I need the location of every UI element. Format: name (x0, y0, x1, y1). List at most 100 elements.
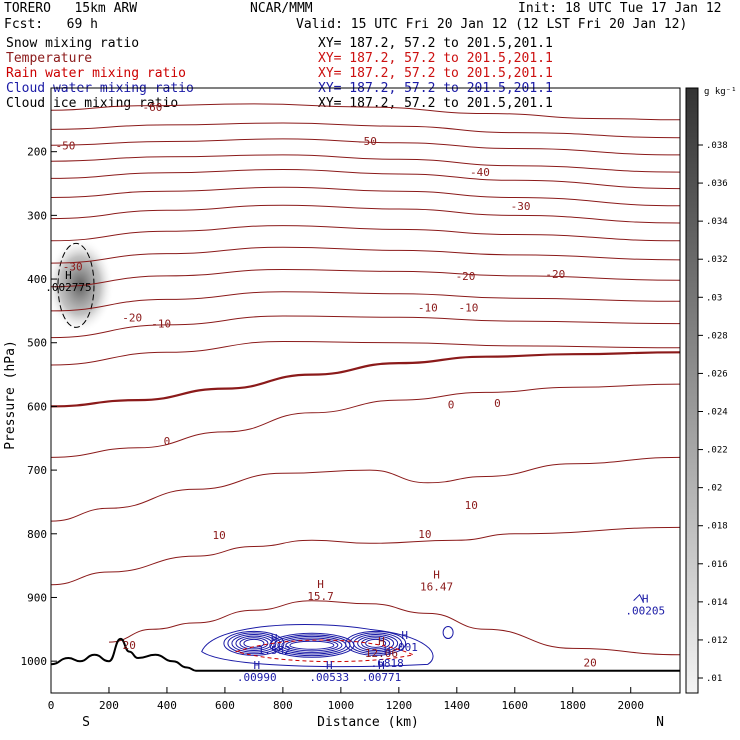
colorbar-tick-label-14: .01 (706, 674, 722, 684)
cloud-water-contour-0-4 (239, 637, 269, 650)
contour-label-19: 20 (584, 656, 597, 669)
extremum-letter-1: H (433, 568, 440, 581)
plot-frame (50, 87, 681, 694)
y-tick-label-8: 1000 (21, 655, 48, 668)
extremum-value-4: .6818 (371, 657, 404, 670)
colorbar-tick-label-0: .038 (706, 141, 728, 151)
contour-label-1: -50 (56, 139, 76, 152)
extremum-value-9: .00771 (362, 671, 402, 684)
extremum-letter-6: H (271, 632, 278, 645)
extremum-letter-7: H (253, 659, 260, 672)
colorbar-tick-label-7: .024 (706, 408, 728, 418)
field-name-temperature: Temperature (6, 51, 93, 66)
extremum-letter-5: H (401, 629, 408, 642)
contour-label-14: 0 (494, 397, 501, 410)
cloud-water-contour-0-5 (243, 638, 265, 648)
x-tick-label-6: 1200 (386, 699, 413, 712)
temperature-contour-10 (51, 291, 680, 312)
south-label: S (82, 715, 90, 730)
temperature-contour-5 (51, 186, 680, 207)
temperature-contour-7 (51, 225, 680, 242)
extremum-value-1: 16.47 (420, 580, 453, 593)
cloud-water-contour-2-5 (365, 638, 387, 648)
cloud-water-contour-0-2 (231, 634, 277, 653)
extremum-letter-0: H (317, 578, 324, 591)
extremum-letter-2: H (65, 269, 72, 282)
extremum-value-3: 12.06 (365, 647, 398, 660)
contour-label-3: -40 (470, 166, 490, 179)
contour-label-12: 0 (164, 435, 171, 448)
colorbar-tick-label-12: .014 (706, 598, 728, 608)
y-axis-label: Pressure (hPa) (3, 340, 18, 450)
temperature-contour-9 (51, 268, 680, 288)
extremum-letter-4: H (384, 645, 391, 658)
colorbar-tick-label-5: .028 (706, 331, 728, 341)
temperature-contour-2 (51, 138, 680, 156)
cloud-water-contour-1-4 (285, 639, 339, 652)
valid-time: Valid: 15 UTC Fri 20 Jan 12 (12 LST Fri … (296, 17, 688, 32)
cloud-ice-contour (57, 242, 95, 328)
contour-label-2: -50 (357, 135, 377, 148)
contour-label-9: -10 (151, 318, 171, 331)
extremum-letter-10: H (642, 593, 649, 606)
colorbar-tick-label-10: .018 (706, 522, 728, 532)
temperature-contour-3 (51, 154, 680, 173)
contour-label-8: -20 (545, 268, 565, 281)
contour-label-7: -20 (456, 270, 476, 283)
center-name: NCAR/MMM (250, 1, 313, 16)
y-tick-label-6: 800 (27, 528, 47, 541)
x-axis-label: Distance (km) (317, 715, 419, 730)
forecast-hour: Fcst: 69 h (4, 17, 98, 32)
cloud-water-contour-0-1 (227, 632, 281, 655)
field-name-snow: Snow mixing ratio (6, 36, 140, 51)
cloud-water-north-contour (633, 593, 645, 603)
model-name: TORERO 15km ARW (4, 1, 138, 16)
init-time: Init: 18 UTC Tue 17 Jan 12 (518, 1, 722, 16)
extremum-letter-8: H (326, 659, 333, 672)
colorbar-tick-label-2: .034 (706, 217, 728, 227)
temperature-contour-4 (51, 168, 680, 190)
contour-label-6: -20 (122, 311, 142, 324)
x-tick-label-0: 0 (48, 699, 55, 712)
contour-label-13: 0 (448, 399, 455, 412)
cloud-water-contour-2-4 (361, 637, 391, 650)
temperature-contour-15 (51, 456, 680, 522)
temperature-contour-1 (51, 122, 680, 139)
x-tick-label-8: 1600 (502, 699, 529, 712)
colorbar-tick-label-13: .012 (706, 636, 728, 646)
contour-label-5: -30 (63, 260, 83, 273)
colorbar-tick-label-4: .03 (706, 293, 722, 303)
extremum-value-5: .001 (391, 641, 418, 654)
cloud-water-contour-2-3 (357, 635, 395, 652)
y-tick-label-7: 900 (27, 591, 47, 604)
field-xy-snow: XY= 187.2, 57.2 to 201.5,201.1 (318, 36, 553, 51)
x-tick-label-1: 200 (99, 699, 119, 712)
extremum-value-7: .00990 (237, 671, 277, 684)
field-name-cloud-ice: Cloud ice mixing ratio (6, 96, 179, 111)
colorbar-tick-label-3: .032 (706, 255, 728, 265)
extremum-value-0: 15.7 (307, 590, 334, 603)
contour-label-15: 10 (212, 529, 225, 542)
cloud-water-contour-1-3 (281, 637, 343, 653)
terrain-line (51, 637, 680, 672)
colorbar (685, 87, 699, 694)
cloud-water-contour-2-0 (345, 630, 407, 656)
x-tick-label-9: 1800 (560, 699, 587, 712)
extremum-letter-9: H (378, 659, 385, 672)
y-tick-label-2: 400 (27, 273, 47, 286)
cloud-water-outer-contour (201, 624, 434, 668)
cloud-water-contour-1-5 (289, 640, 335, 650)
north-label: N (656, 715, 664, 730)
contour-label-16: 10 (418, 528, 431, 541)
extremum-value-8: .00533 (309, 671, 349, 684)
temperature-contour-11 (51, 315, 680, 339)
temperature-contour-17 (108, 600, 680, 656)
temperature-contour-6 (51, 204, 680, 224)
x-tick-label-2: 400 (157, 699, 177, 712)
temperature-contour-14 (51, 383, 680, 458)
y-tick-label-4: 600 (27, 400, 47, 413)
colorbar-tick-label-9: .02 (706, 484, 722, 494)
y-tick-label-0: 200 (27, 146, 47, 159)
x-tick-label-5: 1000 (328, 699, 355, 712)
